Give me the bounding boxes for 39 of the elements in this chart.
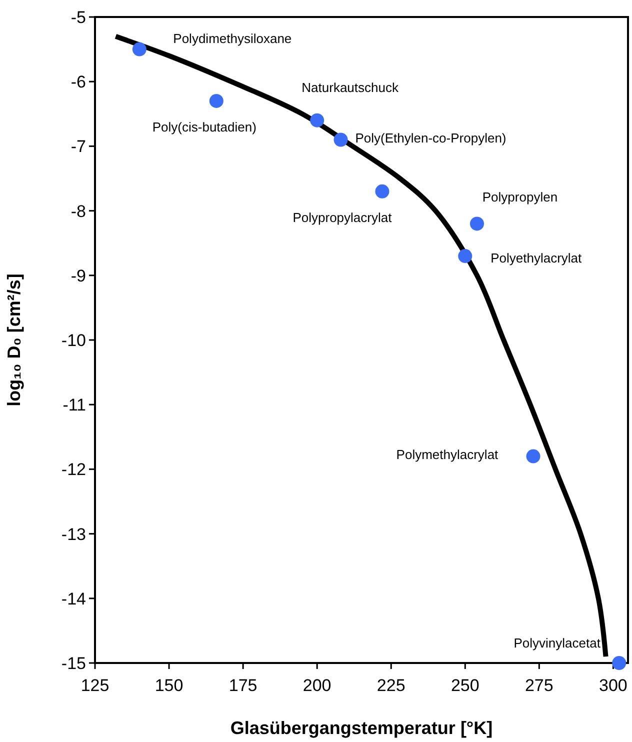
annotation: Polymethylacrylat [396, 446, 499, 462]
annotation: Naturkautschuck [302, 80, 399, 95]
x-tick-label: 275 [524, 676, 554, 695]
y-tick-label: -10 [61, 330, 86, 350]
point [334, 132, 348, 147]
x-axis-title: Glasübergangstemperatur [°K] [230, 718, 493, 738]
y-tick-label: -15 [61, 654, 86, 673]
point [209, 94, 224, 108]
annotation: Polypropylen [482, 189, 558, 204]
y-tick-label: -9 [70, 266, 86, 286]
x-tick-label: 175 [228, 676, 258, 695]
annotation: Polypropylacrylat [292, 210, 392, 225]
x-tick-label: 125 [80, 676, 110, 695]
point [458, 249, 472, 264]
annotation: Polyethylacrylat [490, 250, 582, 266]
x-tick-label: 150 [154, 676, 184, 695]
y-tick-label: -8 [70, 202, 86, 221]
point [612, 656, 626, 670]
annotation: Poly(Ethylen-co-Propylen) [355, 130, 506, 146]
y-tick-label: -13 [61, 524, 86, 544]
x-tick-label: 300 [599, 676, 628, 695]
y-tick-label: -6 [70, 72, 86, 92]
x-tick-label: 200 [302, 676, 332, 695]
point [310, 113, 324, 128]
x-tick-label: 225 [376, 676, 406, 695]
annotation: Polyvinylacetat [514, 636, 601, 651]
point [375, 184, 390, 198]
y-tick-label: -11 [62, 396, 86, 415]
point [132, 42, 146, 56]
annotation: Polydimethysiloxane [173, 30, 292, 46]
y-tick-label: -14 [61, 589, 86, 608]
x-tick-label: 250 [450, 676, 480, 695]
point [526, 449, 540, 464]
y-tick-label: -12 [61, 460, 86, 480]
annotation: Poly(cis-butadien) [152, 120, 256, 135]
point [470, 216, 484, 231]
y-tick-label: -5 [70, 8, 86, 27]
y-tick-label: -7 [70, 137, 86, 156]
y-axis-title: log₁₀ D₀ [cm²/s] [4, 274, 24, 406]
